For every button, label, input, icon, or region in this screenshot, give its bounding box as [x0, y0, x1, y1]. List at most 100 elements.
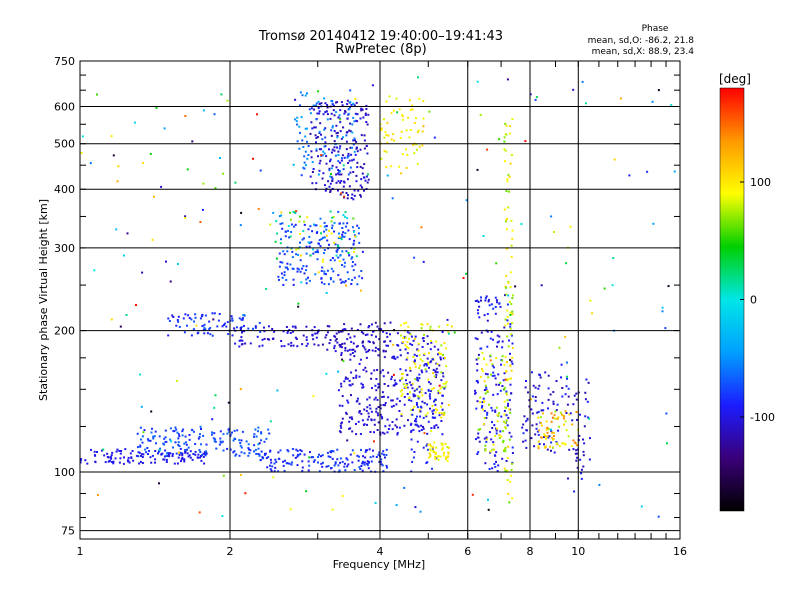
data-point [347, 155, 350, 157]
data-point [565, 385, 568, 388]
data-point [352, 377, 355, 379]
data-point [504, 450, 507, 453]
data-point [386, 466, 388, 469]
data-point [476, 379, 479, 382]
data-point [104, 461, 107, 464]
data-point [311, 171, 314, 173]
data-point [309, 225, 312, 228]
data-point [162, 458, 165, 461]
data-point [355, 101, 358, 104]
data-point [566, 361, 568, 364]
data-point [187, 455, 190, 458]
data-point [341, 104, 344, 107]
data-point [346, 377, 349, 380]
data-point [487, 376, 490, 379]
data-point [313, 223, 315, 226]
data-point [427, 443, 430, 446]
data-point [323, 272, 326, 275]
data-point [423, 352, 426, 355]
data-point [657, 89, 660, 92]
data-point [511, 446, 514, 449]
data-point [560, 363, 563, 366]
data-point [341, 342, 344, 345]
data-point [505, 124, 508, 127]
data-point [354, 350, 357, 353]
data-point [150, 431, 153, 434]
data-point [349, 353, 352, 356]
data-point [333, 114, 336, 117]
data-point [418, 377, 421, 380]
data-point [475, 438, 477, 441]
data-point [163, 458, 166, 461]
data-point [96, 494, 99, 496]
data-point [416, 388, 419, 391]
data-point [434, 416, 437, 419]
data-point [247, 447, 250, 450]
data-point [337, 116, 340, 119]
data-point [506, 469, 509, 472]
data-point [421, 371, 424, 374]
data-point [287, 450, 290, 453]
data-point [531, 424, 534, 427]
data-point [351, 261, 354, 263]
data-point [373, 398, 376, 401]
data-point [584, 415, 587, 418]
data-point [367, 173, 369, 176]
data-point [560, 376, 562, 379]
data-point [413, 360, 416, 363]
data-point [505, 190, 508, 192]
data-point [495, 451, 498, 454]
data-point [422, 260, 425, 263]
data-point [107, 460, 110, 463]
data-point [441, 394, 444, 397]
data-point [271, 328, 274, 330]
data-point [376, 325, 379, 328]
data-point [435, 373, 438, 376]
data-point [331, 151, 333, 154]
data-point [479, 113, 482, 116]
data-point [503, 409, 506, 412]
data-point [296, 140, 299, 143]
data-point [414, 419, 416, 422]
data-point [546, 431, 549, 434]
x-axis-ticks: 1 2 4 6 8 10 16 [77, 61, 687, 558]
data-point [501, 355, 504, 358]
data-point [491, 448, 494, 451]
data-point [329, 175, 332, 178]
data-point [190, 428, 193, 431]
data-point [510, 334, 513, 337]
data-point [332, 109, 335, 112]
data-point [119, 452, 122, 455]
data-point [477, 353, 480, 356]
data-point [390, 375, 393, 378]
data-point [281, 261, 284, 264]
data-point [504, 378, 507, 381]
data-point [199, 451, 202, 453]
data-point [510, 219, 513, 222]
data-point [380, 458, 383, 461]
data-point [398, 426, 401, 429]
data-point [296, 464, 299, 467]
data-point [184, 435, 187, 438]
data-point [275, 220, 278, 223]
data-point [443, 451, 445, 454]
data-point [349, 122, 352, 125]
data-point [439, 387, 442, 390]
data-point [353, 247, 356, 250]
data-point [166, 452, 169, 454]
data-point [259, 331, 262, 333]
data-point [292, 283, 295, 286]
data-point [393, 329, 396, 332]
data-point [265, 437, 268, 440]
data-point [294, 456, 297, 459]
data-point [360, 382, 363, 385]
data-point [284, 459, 286, 462]
data-point [140, 405, 143, 408]
data-point [403, 424, 406, 427]
data-point [576, 418, 578, 421]
data-point [355, 140, 358, 143]
data-point [248, 448, 250, 451]
data-point [315, 251, 318, 254]
data-point [400, 130, 403, 133]
